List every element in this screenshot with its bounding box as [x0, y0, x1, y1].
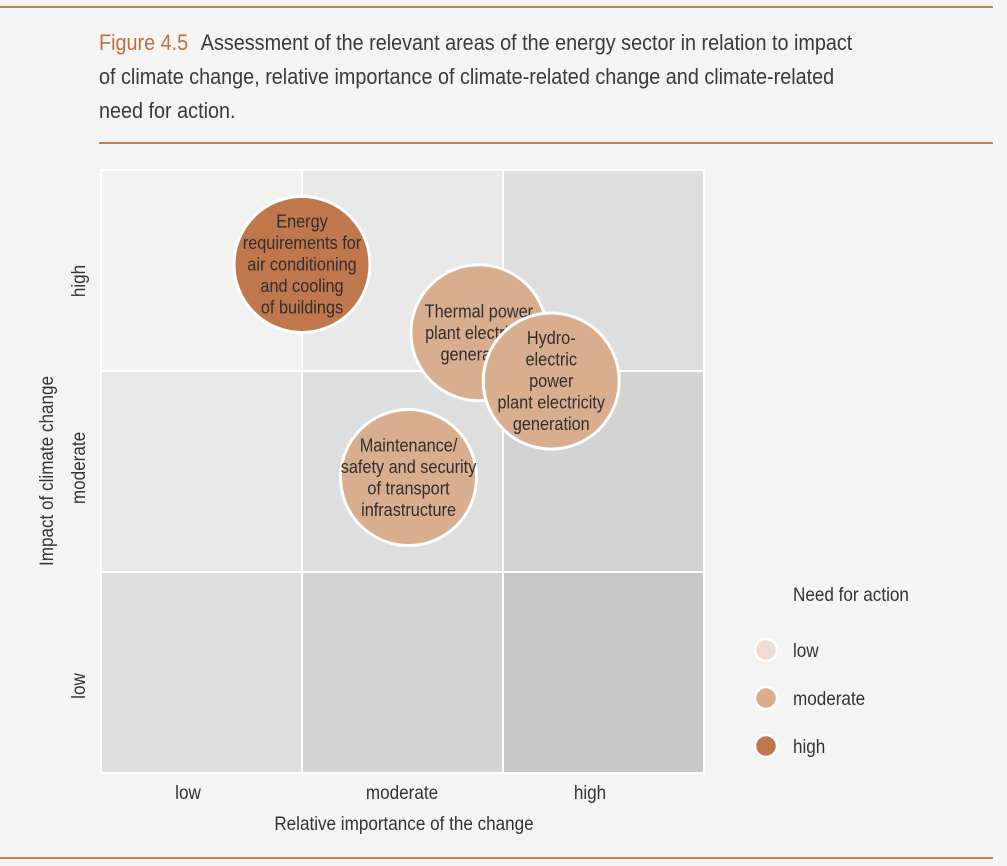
- legend-swatch: [753, 685, 779, 711]
- y-tick-label: high: [68, 265, 89, 297]
- bubble-label: air conditioning: [247, 253, 356, 274]
- bubble-label: of transport: [367, 477, 449, 498]
- x-tick-label: low: [175, 782, 202, 803]
- bubble-label: Maintenance/: [360, 434, 458, 455]
- legend-label: high: [793, 736, 825, 757]
- caption-rule: [99, 142, 993, 144]
- legend-swatch: [753, 637, 779, 663]
- y-tick-label: moderate: [68, 432, 89, 504]
- bubble-label: infrastructure: [361, 499, 456, 520]
- y-tick-label: low: [68, 672, 89, 699]
- x-tick-label: moderate: [366, 782, 438, 803]
- figure-title: Assessment of the relevant areas of the …: [99, 30, 853, 123]
- bubble-label: generation: [513, 413, 590, 434]
- grid-cell: [502, 571, 705, 774]
- bubble-label: power: [529, 370, 573, 391]
- bubble-label: electric: [525, 349, 577, 370]
- bubble-label: plant electricity: [497, 392, 605, 413]
- legend-swatch: [753, 733, 779, 759]
- grid-cell: [100, 370, 303, 573]
- bubble-label: and cooling: [260, 275, 343, 296]
- grid-cell: [100, 571, 303, 774]
- x-tick-label: high: [574, 782, 606, 803]
- bubble: [339, 408, 479, 548]
- top-rule: [0, 6, 993, 8]
- bubble-label: Energy: [276, 210, 328, 231]
- bubble-label: of buildings: [261, 296, 344, 317]
- grid-cell: [301, 571, 504, 774]
- bubble-label: Thermal power: [425, 300, 534, 321]
- figure-label: Figure 4.5: [99, 30, 189, 55]
- plot-border: [100, 169, 705, 774]
- x-axis-label: Relative importance of the change: [274, 813, 533, 834]
- bubble-label: safety and security: [341, 456, 477, 477]
- figure-caption: Figure 4.5 Assessment of the relevant are…: [99, 26, 855, 128]
- bubble: [481, 311, 621, 451]
- legend-label: low: [793, 640, 820, 661]
- bottom-rule: [0, 857, 993, 859]
- y-axis-label: Impact of climate change: [36, 376, 57, 566]
- bubble-label: Hydro-: [527, 327, 576, 348]
- legend-title: Need for action: [793, 584, 909, 605]
- legend-label: moderate: [793, 688, 865, 709]
- bubble-label: requirements for: [243, 232, 362, 253]
- bubble: [232, 194, 372, 334]
